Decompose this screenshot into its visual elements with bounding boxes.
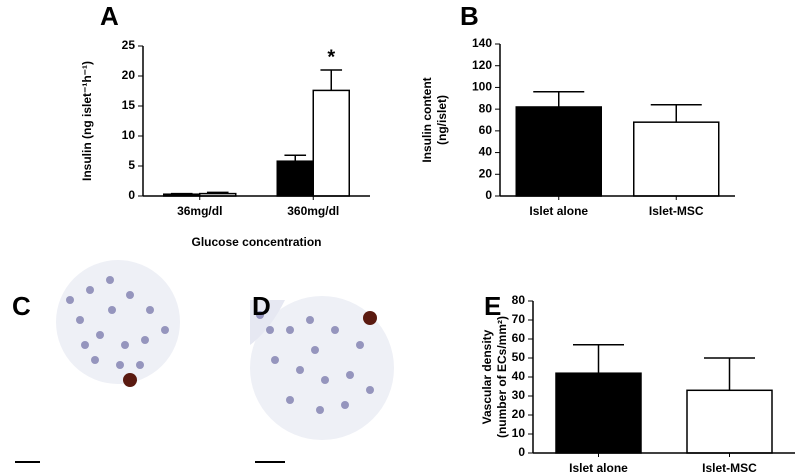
y-tick-label: 140 xyxy=(472,36,492,50)
micrograph-d xyxy=(250,296,394,463)
x-tick-label: 360mg/dl xyxy=(287,204,339,218)
y-tick-label: 20 xyxy=(512,407,526,421)
y-tick-label: 30 xyxy=(512,388,526,402)
y-tick-label: 15 xyxy=(122,98,136,112)
annotation: * xyxy=(327,46,335,68)
y-tick-label: 20 xyxy=(479,166,493,180)
y-tick-label: 80 xyxy=(512,293,526,307)
bar xyxy=(515,106,602,197)
y-tick-label: 0 xyxy=(485,188,492,202)
y-tick-label: 0 xyxy=(518,445,525,459)
y-axis-label: Insulin content xyxy=(420,77,434,162)
x-axis-label: Glucose concentration xyxy=(191,235,321,249)
bar xyxy=(686,389,773,454)
y-tick-label: 40 xyxy=(479,145,493,159)
y-tick-label: 25 xyxy=(122,38,136,52)
y-tick-label: 0 xyxy=(128,188,135,202)
y-tick-label: 20 xyxy=(122,68,136,82)
bar xyxy=(276,160,314,197)
x-tick-label: 36mg/dl xyxy=(177,204,222,218)
bar xyxy=(312,89,350,197)
y-tick-label: 60 xyxy=(479,123,493,137)
panel-label: E xyxy=(484,291,501,321)
y-axis-label: Vascular density xyxy=(480,329,494,424)
x-tick-label: Islet-MSC xyxy=(649,204,704,218)
micrograph-c xyxy=(15,260,180,463)
x-tick-label: Islet alone xyxy=(529,204,588,218)
bar xyxy=(555,372,642,454)
x-tick-label: Islet-MSC xyxy=(702,461,757,475)
y-axis-label: (number of ECs/mm²) xyxy=(495,316,509,438)
y-tick-label: 40 xyxy=(512,369,526,383)
y-tick-label: 70 xyxy=(512,312,526,326)
y-tick-label: 10 xyxy=(512,426,526,440)
y-tick-label: 5 xyxy=(128,158,135,172)
y-tick-label: 50 xyxy=(512,350,526,364)
y-tick-label: 120 xyxy=(472,58,492,72)
y-tick-label: 10 xyxy=(122,128,136,142)
x-tick-label: Islet alone xyxy=(569,461,628,475)
y-tick-label: 100 xyxy=(472,80,492,94)
panel-label: D xyxy=(252,291,271,321)
y-axis-label: Insulin (ng islet⁻¹h⁻¹) xyxy=(80,61,94,181)
panel-label: C xyxy=(12,291,31,321)
panel-label: B xyxy=(460,1,479,31)
y-tick-label: 60 xyxy=(512,331,526,345)
y-axis-label: (ng/islet) xyxy=(435,95,449,145)
bar xyxy=(633,121,720,197)
panel-label: A xyxy=(100,1,119,31)
y-tick-label: 80 xyxy=(479,101,493,115)
